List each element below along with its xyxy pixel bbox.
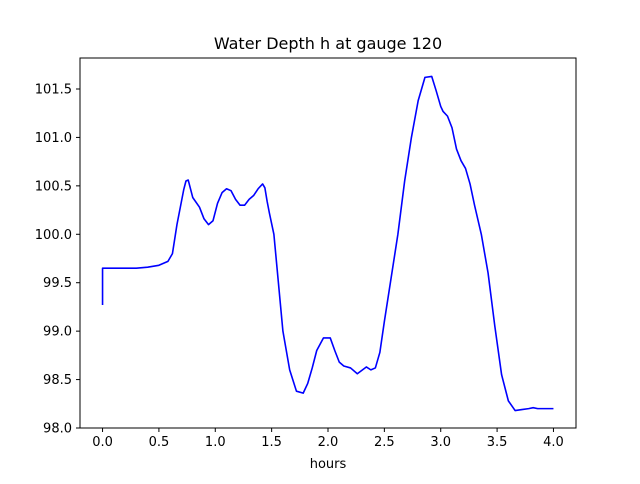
x-tick-label: 2.5 [374,435,395,450]
x-tick-label: 1.0 [205,435,226,450]
y-tick-label: 100.0 [35,228,72,243]
x-tick-label: 3.5 [487,435,508,450]
y-axis: 98.0 98.5 99.0 99.5 100.0 100.5 101.0 101.5 [35,82,80,437]
chart-title: Water Depth h at gauge 120 [214,34,442,53]
plot-area [101,75,554,412]
plot-frame [79,57,577,429]
series-line-0 [101,75,554,412]
y-tick-label: 100.5 [35,179,72,194]
x-axis-label: hours [310,457,347,472]
y-tick-label: 101.5 [35,82,72,97]
x-tick-label: 0.5 [149,435,170,450]
y-tick-label: 99.0 [43,325,72,340]
y-tick-label: 99.5 [43,276,72,291]
x-tick-label: 4.0 [543,435,564,450]
y-tick-label: 101.0 [35,131,72,146]
x-tick-label: 2.0 [318,435,339,450]
x-axis: 0.0 0.5 1.0 1.5 2.0 2.5 3.0 3.5 4.0 [92,428,564,450]
y-tick-label: 98.5 [43,373,72,388]
x-tick-label: 3.0 [430,435,451,450]
x-tick-label: 0.0 [92,435,113,450]
x-tick-label: 1.5 [261,435,282,450]
y-tick-label: 98.0 [43,422,72,437]
